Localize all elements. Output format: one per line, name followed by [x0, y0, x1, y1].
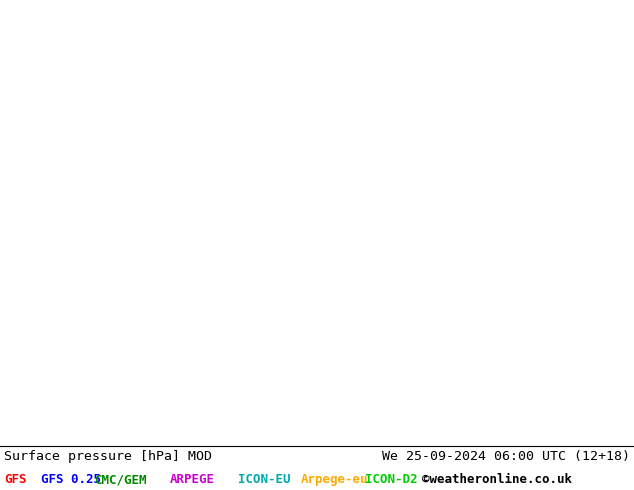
Text: GFS 0.25: GFS 0.25	[41, 473, 101, 487]
Text: GFS: GFS	[4, 473, 27, 487]
Text: Arpege-eu: Arpege-eu	[301, 473, 368, 487]
Text: We 25-09-2024 06:00 UTC (12+18): We 25-09-2024 06:00 UTC (12+18)	[382, 450, 630, 464]
Text: ICON-D2: ICON-D2	[365, 473, 417, 487]
Text: ARPEGE: ARPEGE	[170, 473, 215, 487]
Text: ICON-EU: ICON-EU	[238, 473, 290, 487]
Text: CMC/GEM: CMC/GEM	[94, 473, 146, 487]
Text: Surface pressure [hPa] MOD: Surface pressure [hPa] MOD	[4, 450, 212, 464]
Text: ©weatheronline.co.uk: ©weatheronline.co.uk	[422, 473, 572, 487]
